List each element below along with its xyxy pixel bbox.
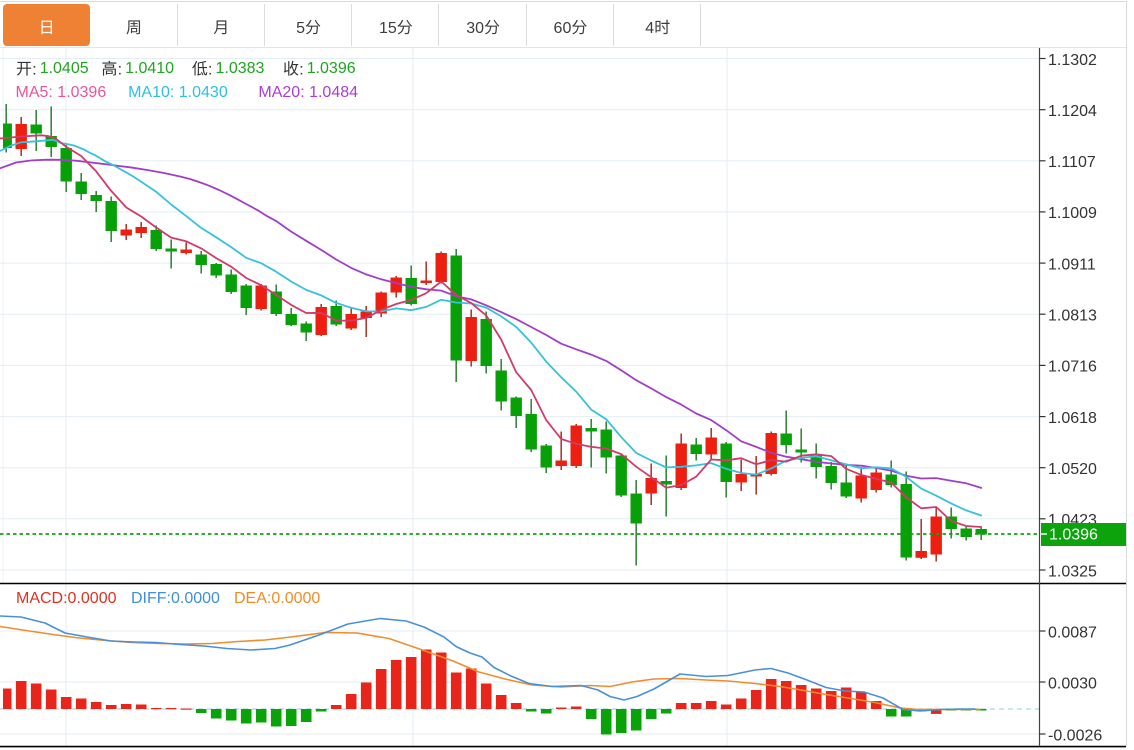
svg-text:1.1302: 1.1302 [1048, 52, 1097, 69]
svg-text::: : [299, 61, 303, 78]
svg-text:15: 15 [379, 20, 397, 37]
svg-text::: : [208, 61, 212, 78]
svg-text:0.0030: 0.0030 [1048, 675, 1097, 692]
svg-text:1.1107: 1.1107 [1048, 154, 1096, 171]
svg-text::: : [32, 61, 36, 78]
svg-text:-0.0026: -0.0026 [1048, 727, 1102, 744]
svg-text:1.1204: 1.1204 [1048, 103, 1097, 120]
svg-text:1.0520: 1.0520 [1048, 461, 1097, 478]
svg-text:1.0396: 1.0396 [1049, 527, 1098, 544]
svg-text:1.0911: 1.0911 [1048, 256, 1096, 273]
svg-text:0.0087: 0.0087 [1048, 624, 1097, 641]
svg-text:1.1009: 1.1009 [1048, 205, 1097, 222]
svg-text::: : [118, 61, 122, 78]
svg-text:60: 60 [554, 20, 572, 37]
svg-text:30: 30 [466, 20, 484, 37]
svg-text:1.0716: 1.0716 [1048, 359, 1097, 376]
svg-text:1.0618: 1.0618 [1048, 410, 1097, 427]
svg-text:1.0325: 1.0325 [1048, 563, 1097, 580]
svg-text:4: 4 [645, 20, 654, 37]
svg-text:1.0813: 1.0813 [1048, 308, 1097, 325]
svg-text:5: 5 [296, 20, 305, 37]
